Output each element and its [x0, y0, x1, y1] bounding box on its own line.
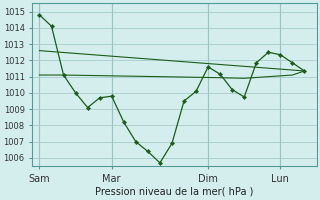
X-axis label: Pression niveau de la mer( hPa ): Pression niveau de la mer( hPa ) [95, 187, 253, 197]
